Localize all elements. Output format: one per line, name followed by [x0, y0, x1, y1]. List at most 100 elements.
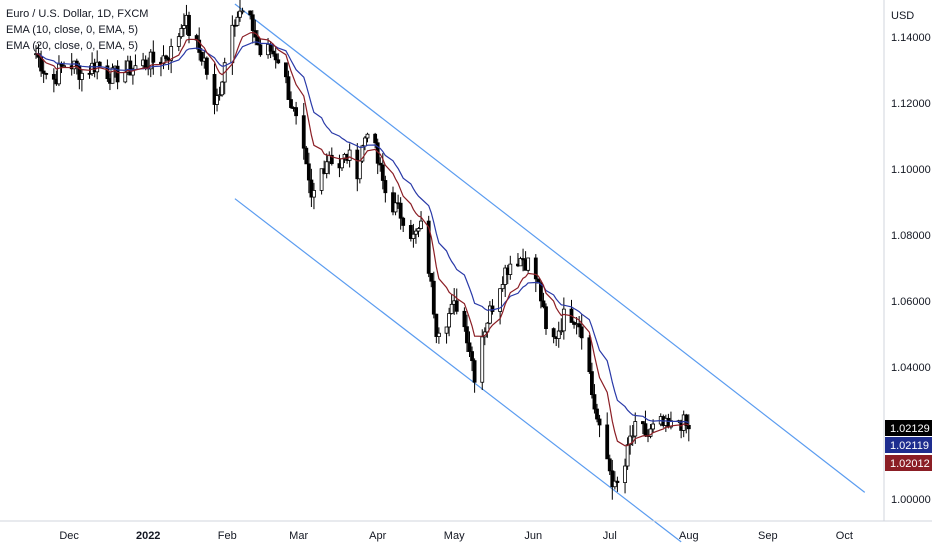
candle-body	[235, 16, 240, 26]
candle-body	[161, 55, 166, 65]
candle-body	[521, 258, 525, 261]
candle-body	[128, 60, 133, 76]
candle-body	[518, 258, 523, 267]
candle-body	[684, 414, 689, 426]
candle-body	[105, 65, 110, 80]
last-price-tag: 1.02119	[885, 437, 932, 453]
candle-body	[151, 51, 156, 63]
candle-body	[467, 342, 472, 352]
candle-body	[164, 55, 168, 59]
time-tick-label: Mar	[289, 530, 308, 542]
candle-body	[579, 326, 584, 339]
candle-body	[605, 424, 610, 460]
ema-lines	[35, 31, 690, 447]
price-tag-label: 1.02129	[890, 423, 930, 435]
candle-body	[447, 313, 452, 328]
price-axis[interactable]: 1.160001.140001.120001.100001.080001.060…	[891, 0, 931, 506]
candle-body	[319, 168, 324, 191]
candle-body	[283, 62, 288, 78]
candle-body	[115, 65, 120, 83]
candle-body	[498, 288, 503, 312]
candle-body	[411, 233, 416, 239]
candle-body	[500, 284, 505, 290]
price-tick-label: 1.04000	[891, 362, 931, 374]
candle-body	[276, 59, 281, 64]
time-tick-label: 2022	[136, 530, 160, 542]
price-tick-label: 1.14000	[891, 32, 931, 44]
candle-body	[539, 282, 543, 302]
candle-body	[57, 63, 61, 85]
candle-body	[169, 46, 174, 61]
candle-body	[286, 76, 291, 100]
candle-body	[378, 162, 383, 166]
candle-body	[414, 230, 418, 235]
candle-body	[541, 300, 546, 308]
symbol-title[interactable]: Euro / U.S. Dollar, 1D, FXCM	[6, 8, 149, 20]
candle-body	[592, 394, 597, 410]
channel-lower-line[interactable]	[234, 198, 682, 543]
candle-body	[238, 10, 242, 18]
candle-body	[436, 332, 441, 337]
candle-body	[289, 99, 293, 108]
time-tick-label: Dec	[59, 530, 79, 542]
candle-body	[373, 133, 378, 144]
time-tick-label: Feb	[218, 530, 237, 542]
price-tags: 1.02129 1.02119 1.02012	[885, 420, 932, 471]
candle-body	[309, 179, 314, 198]
ema10-line	[35, 31, 690, 447]
candle-body	[615, 480, 620, 483]
ema10-legend[interactable]: EMA (10, close, 0, EMA, 5)	[6, 24, 139, 36]
candle-body	[651, 423, 655, 430]
candle-body	[312, 190, 316, 198]
candlestick-series	[34, 0, 691, 500]
time-tick-label: Jul	[603, 530, 617, 542]
candle-body	[490, 305, 495, 312]
candle-body	[434, 313, 439, 337]
candle-body	[230, 24, 235, 64]
candle-body	[380, 164, 385, 181]
candle-body	[215, 95, 219, 105]
price-tag-bg	[885, 455, 932, 471]
candle-body	[470, 351, 474, 362]
ema20-legend[interactable]: EMA (20, close, 0, EMA, 5)	[6, 40, 139, 52]
candle-body	[365, 133, 370, 139]
candle-body	[212, 74, 217, 105]
candle-body	[197, 39, 202, 53]
candle-body	[454, 300, 459, 312]
price-tag-bg	[885, 437, 932, 453]
candle-body	[472, 360, 477, 383]
candle-body	[357, 160, 362, 180]
candle-body	[51, 74, 56, 80]
price-tag-bg	[885, 420, 932, 436]
trend-channel[interactable]	[234, 3, 866, 543]
time-axis[interactable]: Dec 2022 Feb Mar Apr May Jun Jul Aug Sep Oct	[59, 530, 853, 542]
candle-body	[625, 444, 630, 467]
candle-body	[294, 107, 299, 117]
candle-body	[595, 408, 599, 420]
candle-body	[181, 25, 186, 29]
last-price-tag: 1.02012	[885, 455, 932, 471]
candle-body	[419, 220, 423, 229]
price-tick-label: 1.08000	[891, 230, 931, 242]
candle-body	[431, 280, 436, 315]
candle-body	[628, 435, 633, 446]
candle-body	[391, 192, 395, 213]
time-tick-label: Oct	[836, 530, 853, 542]
candle-body	[347, 149, 352, 161]
candle-body	[110, 67, 115, 84]
candle-body	[587, 337, 592, 373]
candle-body	[577, 323, 582, 328]
price-tag-label: 1.02119	[890, 440, 929, 452]
candle-body	[383, 180, 388, 194]
candle-body	[533, 257, 538, 280]
channel-upper-line[interactable]	[234, 3, 866, 493]
candle-body	[643, 423, 648, 436]
candle-body	[232, 24, 237, 27]
candle-body	[641, 421, 645, 425]
candle-body	[217, 94, 222, 97]
time-tick-label: Jun	[524, 530, 542, 542]
candle-body	[465, 326, 469, 344]
candle-body	[324, 161, 329, 174]
price-tick-label: 1.00000	[891, 494, 931, 506]
